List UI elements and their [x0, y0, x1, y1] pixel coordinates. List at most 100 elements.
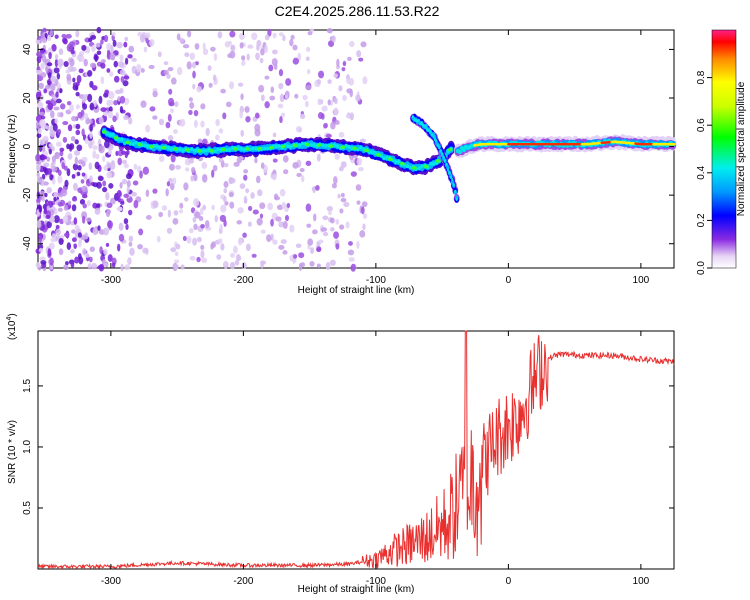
- noise-speckle: [87, 262, 92, 268]
- noise-speckle: [73, 217, 78, 225]
- signal-tail-mark: [446, 168, 449, 172]
- noise-speckle: [279, 93, 285, 103]
- signal-ridge-peak: [435, 159, 441, 163]
- noise-speckle: [48, 148, 53, 155]
- noise-speckle: [119, 106, 124, 114]
- noise-speckle: [44, 66, 49, 72]
- noise-speckle: [59, 147, 65, 152]
- noise-speckle: [36, 133, 42, 139]
- signal-ridge-mark: [286, 144, 290, 149]
- noise-speckle: [333, 231, 340, 239]
- signal-ridge-mark: [204, 148, 208, 153]
- noise-speckle: [145, 189, 150, 197]
- signal-ridge-peak: [280, 144, 286, 149]
- signal-tail-mark: [449, 175, 452, 179]
- noise-speckle: [229, 50, 236, 59]
- noise-speckle: [67, 124, 73, 132]
- snr-x-label: Height of straight line (km): [298, 584, 415, 595]
- noise-speckle: [333, 176, 338, 185]
- spectrogram-y-tick-label: -20: [22, 187, 33, 202]
- noise-speckle: [125, 223, 129, 230]
- noise-speckle: [202, 48, 209, 56]
- noise-speckle: [241, 60, 246, 66]
- noise-speckle: [57, 58, 64, 67]
- noise-speckle: [80, 55, 85, 62]
- snr-y-label: SNR (10 * v/v): [7, 420, 18, 484]
- noise-speckle: [108, 106, 113, 113]
- noise-speckle: [273, 193, 279, 200]
- noise-speckle: [139, 34, 146, 43]
- noise-speckle: [81, 172, 86, 177]
- noise-speckle: [220, 243, 225, 251]
- noise-speckle: [166, 227, 173, 234]
- noise-speckle: [46, 62, 53, 67]
- noise-speckle: [313, 213, 317, 222]
- noise-speckle: [302, 94, 308, 101]
- noise-speckle: [38, 82, 44, 90]
- noise-speckle: [50, 237, 56, 243]
- noise-speckle: [121, 159, 128, 165]
- snr-y-tick-label: 0.5: [22, 501, 33, 515]
- signal-tail-mark: [423, 124, 426, 128]
- noise-speckle: [340, 197, 347, 203]
- noise-speckle: [36, 51, 43, 57]
- noise-speckle: [241, 55, 246, 61]
- signal-ridge-mark: [216, 147, 220, 152]
- snr-y-tick-label: 1.0: [22, 440, 33, 454]
- noise-speckle: [190, 175, 194, 182]
- signal-ridge-peak: [388, 157, 393, 161]
- signal-ridge-mark: [123, 141, 127, 146]
- noise-speckle: [74, 139, 79, 145]
- noise-speckle: [278, 245, 285, 250]
- noise-speckle: [100, 107, 107, 112]
- noise-speckle: [36, 198, 41, 203]
- noise-speckle: [350, 171, 357, 177]
- signal-tail-mark: [417, 118, 420, 122]
- noise-speckle: [92, 150, 97, 159]
- noise-speckle: [133, 200, 139, 209]
- noise-speckle: [41, 32, 46, 41]
- signal-ridge-peak: [399, 161, 405, 166]
- signal-ridge-mark: [178, 147, 182, 152]
- noise-speckle: [131, 191, 138, 197]
- signal-ridge-mark: [227, 147, 232, 152]
- noise-speckle: [97, 175, 104, 182]
- noise-speckle: [217, 31, 223, 39]
- noise-speckle: [172, 177, 177, 185]
- noise-speckle: [98, 145, 105, 154]
- noise-speckle: [272, 132, 277, 138]
- noise-speckle: [325, 261, 331, 271]
- noise-speckle: [97, 225, 101, 231]
- noise-speckle: [256, 217, 263, 226]
- noise-speckle: [140, 100, 147, 108]
- noise-speckle: [92, 202, 98, 209]
- noise-speckle: [119, 54, 124, 62]
- noise-speckle: [117, 157, 123, 166]
- signal-ridge-mark: [166, 145, 170, 150]
- noise-speckle: [50, 161, 55, 170]
- noise-speckle: [126, 186, 130, 193]
- noise-speckle: [356, 200, 361, 205]
- noise-speckle: [54, 58, 59, 68]
- noise-speckle: [333, 107, 339, 116]
- noise-speckle: [223, 163, 229, 168]
- noise-speckle: [349, 89, 353, 98]
- noise-speckle: [72, 182, 78, 191]
- noise-speckle: [46, 205, 50, 212]
- noise-speckle: [119, 95, 126, 104]
- noise-speckle: [316, 79, 321, 85]
- snr-y-tick-label: 1.5: [22, 379, 33, 393]
- noise-speckle: [229, 201, 235, 209]
- noise-speckle: [47, 248, 52, 257]
- noise-speckle: [166, 181, 171, 187]
- noise-speckle: [237, 207, 244, 214]
- noise-speckle: [94, 207, 101, 215]
- noise-speckle: [188, 227, 194, 234]
- noise-speckle: [260, 260, 264, 269]
- noise-speckle: [38, 204, 43, 213]
- noise-speckle: [186, 236, 192, 244]
- noise-speckle: [88, 256, 93, 263]
- noise-speckle: [264, 34, 270, 41]
- noise-speckle: [145, 214, 152, 220]
- noise-speckle: [124, 264, 131, 271]
